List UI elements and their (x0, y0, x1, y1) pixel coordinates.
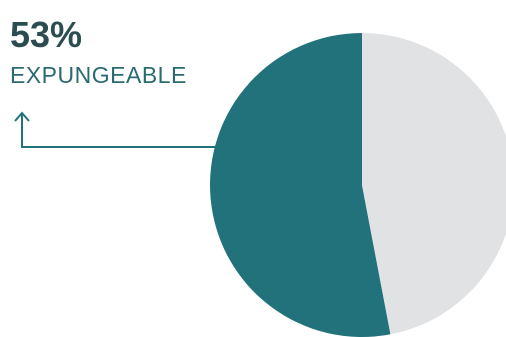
pie-slice (362, 33, 506, 335)
pie-slice (210, 33, 391, 337)
callout-line (21, 114, 216, 148)
callout-arrowhead (14, 111, 30, 122)
value-label: 53% (10, 14, 82, 55)
pie (210, 33, 506, 337)
category-label: EXPUNGEABLE (10, 62, 187, 88)
